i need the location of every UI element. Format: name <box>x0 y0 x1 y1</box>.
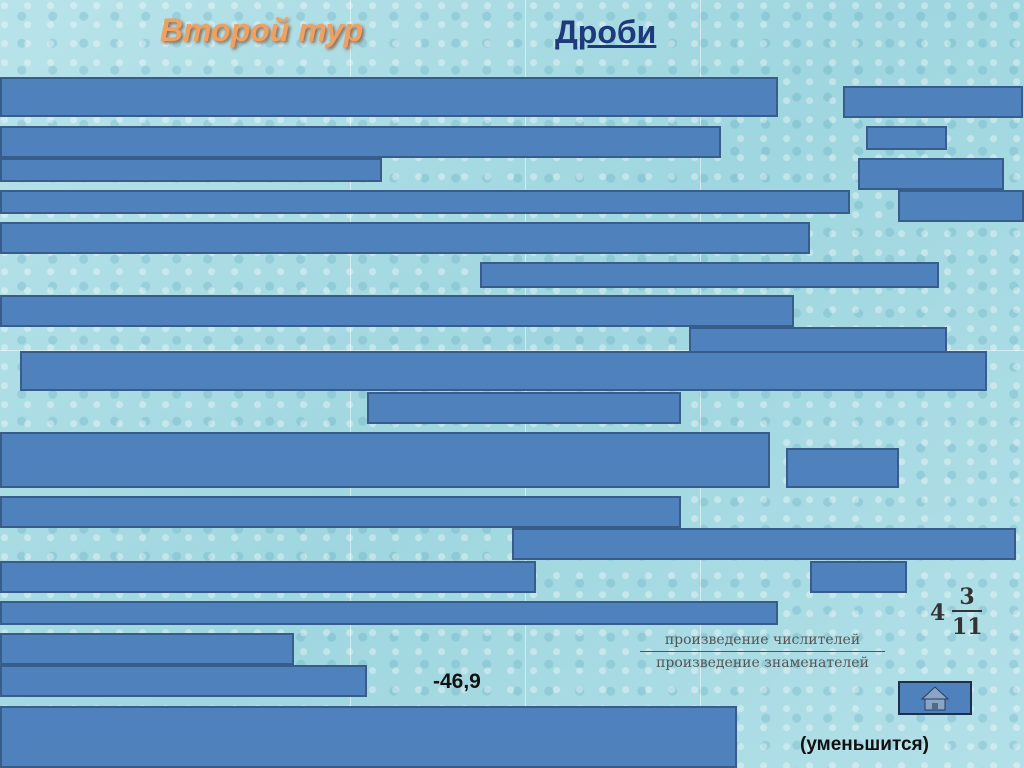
cover <box>0 295 794 327</box>
cover <box>0 77 778 117</box>
round-title: Второй тур <box>160 12 364 48</box>
cover <box>0 126 721 158</box>
cover <box>512 528 1016 560</box>
cover <box>20 351 987 391</box>
cover <box>0 561 536 593</box>
cover <box>0 665 367 697</box>
cover <box>0 633 294 665</box>
cover <box>480 262 939 288</box>
cover <box>786 448 899 488</box>
cover <box>866 126 947 150</box>
fraction-denominator: 11 <box>952 614 983 640</box>
cover <box>843 86 1023 118</box>
cover <box>367 392 681 424</box>
note: (уменьшится) <box>800 734 929 755</box>
rule-denominator: произведение знаменателей <box>656 655 869 671</box>
cover <box>689 327 947 353</box>
cover <box>0 222 810 254</box>
home-button[interactable] <box>898 681 972 715</box>
rule-numerator: произведение числителей <box>640 632 885 652</box>
grid-line <box>0 350 1024 351</box>
topic-title: Дроби <box>555 14 657 50</box>
rule-fraction: произведение числителей произведение зна… <box>640 632 885 671</box>
cover <box>898 190 1024 222</box>
cover <box>0 432 770 488</box>
cover <box>0 496 681 528</box>
answer-number: -46,9 <box>433 670 481 693</box>
cover <box>0 706 737 768</box>
cover <box>0 601 778 625</box>
cover <box>0 190 850 214</box>
cover <box>858 158 1004 190</box>
fraction-numerator: 3 <box>952 584 982 612</box>
cover <box>0 158 382 182</box>
cover <box>810 561 907 593</box>
fraction-whole: 4 <box>930 600 946 626</box>
